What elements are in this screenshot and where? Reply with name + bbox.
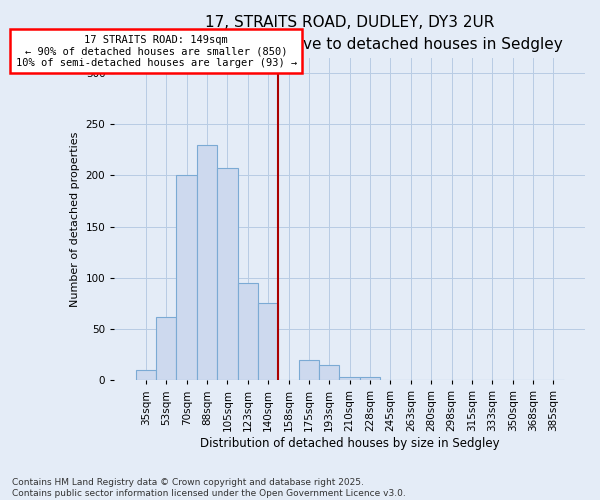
Bar: [156, 317, 176, 380]
Bar: [217, 168, 238, 380]
Bar: [136, 370, 156, 380]
Bar: [340, 377, 360, 380]
Bar: [258, 304, 278, 380]
Bar: [176, 176, 197, 380]
Bar: [299, 360, 319, 380]
Bar: [197, 144, 217, 380]
Bar: [238, 283, 258, 380]
Bar: [360, 377, 380, 380]
Title: 17, STRAITS ROAD, DUDLEY, DY3 2UR
Size of property relative to detached houses i: 17, STRAITS ROAD, DUDLEY, DY3 2UR Size o…: [137, 15, 563, 52]
Bar: [319, 365, 340, 380]
Text: Contains HM Land Registry data © Crown copyright and database right 2025.
Contai: Contains HM Land Registry data © Crown c…: [12, 478, 406, 498]
X-axis label: Distribution of detached houses by size in Sedgley: Distribution of detached houses by size …: [200, 437, 499, 450]
Text: 17 STRAITS ROAD: 149sqm
← 90% of detached houses are smaller (850)
10% of semi-d: 17 STRAITS ROAD: 149sqm ← 90% of detache…: [16, 34, 297, 68]
Y-axis label: Number of detached properties: Number of detached properties: [70, 131, 80, 306]
